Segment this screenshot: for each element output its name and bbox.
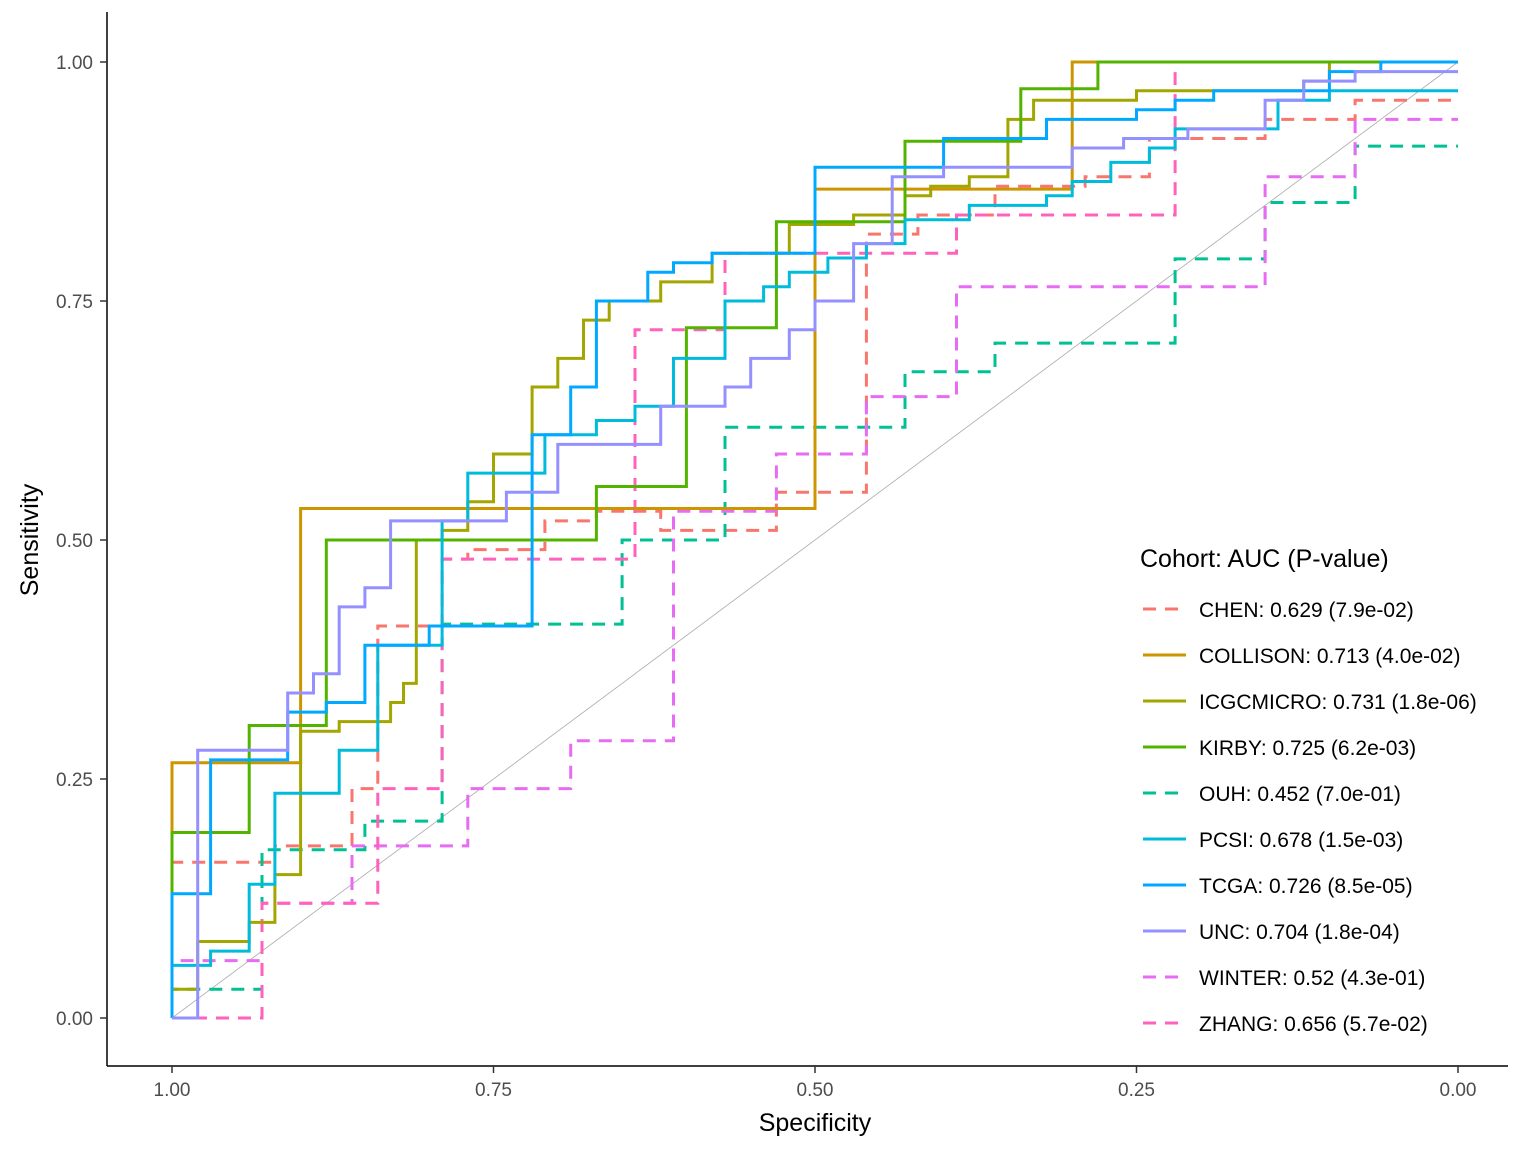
x-tick-label: 0.00 — [1440, 1080, 1477, 1101]
legend-label-chen: CHEN: 0.629 (7.9e-02) — [1199, 599, 1414, 622]
legend-label-tcga: TCGA: 0.726 (8.5e-05) — [1199, 875, 1413, 898]
roc-line-kirby — [170, 60, 1458, 1018]
legend-label-ouh: OUH: 0.452 (7.0e-01) — [1199, 783, 1401, 806]
legend-label-kirby: KIRBY: 0.725 (6.2e-03) — [1199, 737, 1416, 760]
legend-label-pcsi: PCSI: 0.678 (1.5e-03) — [1199, 829, 1403, 852]
y-tick-label: 0.50 — [56, 531, 93, 552]
x-ticks: 1.00 0.75 0.50 0.25 0.00 — [154, 1066, 1477, 1101]
roc-line-chen — [170, 98, 1458, 1018]
x-tick-label: 0.75 — [475, 1080, 512, 1101]
legend-title: Cohort: AUC (P-value) — [1140, 545, 1389, 573]
legend-label-icgcmicro: ICGCMICRO: 0.731 (1.8e-06) — [1199, 691, 1477, 714]
x-tick-label: 0.50 — [797, 1080, 834, 1101]
legend-label-unc: UNC: 0.704 (1.8e-04) — [1199, 921, 1400, 944]
plot-area — [170, 60, 1459, 1020]
y-tick-label: 0.75 — [56, 292, 93, 313]
y-tick-label: 0.25 — [56, 770, 93, 791]
x-axis-title: Specificity — [759, 1109, 872, 1137]
y-ticks: 0.00 0.25 0.50 0.75 1.00 — [56, 53, 107, 1030]
roc-line-collison — [170, 60, 1458, 1018]
legend-label-zhang: ZHANG: 0.656 (5.7e-02) — [1199, 1013, 1428, 1036]
legend-label-winter: WINTER: 0.52 (4.3e-01) — [1199, 967, 1425, 990]
legend: Cohort: AUC (P-value) CHEN: 0.629 (7.9e-… — [1140, 545, 1477, 1036]
y-axis-title: Sensitivity — [16, 483, 44, 596]
y-tick-label: 1.00 — [56, 53, 93, 74]
y-tick-label: 0.00 — [56, 1009, 93, 1030]
x-tick-label: 0.25 — [1118, 1080, 1155, 1101]
roc-line-tcga — [170, 60, 1458, 1018]
legend-label-collison: COLLISON: 0.713 (4.0e-02) — [1199, 645, 1460, 668]
x-tick-label: 1.00 — [154, 1080, 191, 1101]
roc-line-unc — [172, 70, 1458, 1020]
roc-line-pcsi — [170, 89, 1458, 1018]
reference-diagonal-line — [171, 61, 1459, 1019]
axes — [106, 12, 1508, 1067]
